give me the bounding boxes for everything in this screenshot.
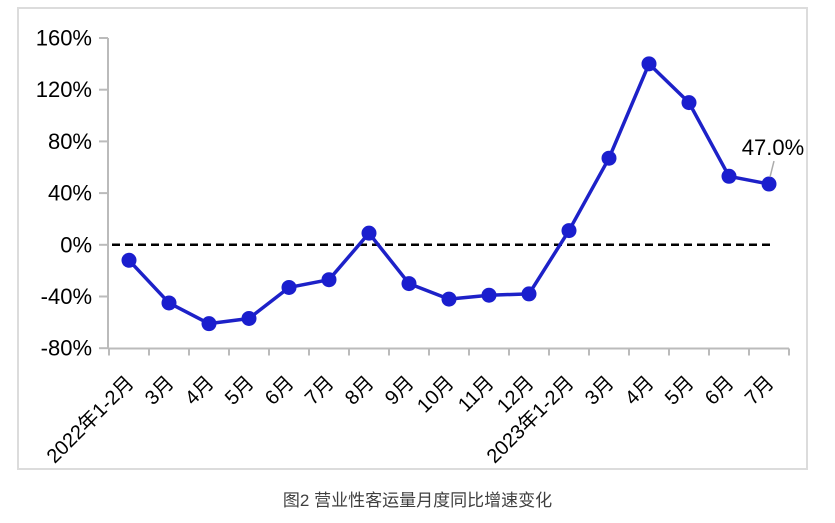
data-point-marker xyxy=(681,95,697,111)
x-tick-label: 5月 xyxy=(221,372,259,410)
x-tick-label: 8月 xyxy=(341,372,379,410)
x-tick-label: 2022年1-2月 xyxy=(42,371,138,467)
y-tick-label: -80% xyxy=(41,336,92,361)
x-tick-label: 7月 xyxy=(741,372,779,410)
data-point-marker xyxy=(281,279,297,295)
data-point-marker xyxy=(361,225,377,241)
y-tick-label: -40% xyxy=(41,284,92,309)
y-tick-label: 80% xyxy=(48,129,92,154)
y-tick-label: 120% xyxy=(36,77,92,102)
data-point-marker xyxy=(321,272,337,288)
chart-frame xyxy=(17,7,808,470)
data-point-marker xyxy=(761,176,777,192)
x-tick-label: 4月 xyxy=(621,372,659,410)
data-point-marker xyxy=(401,276,417,292)
annotation-leader-line xyxy=(769,160,775,178)
x-tick-label: 10月 xyxy=(413,372,458,417)
data-point-marker xyxy=(641,56,657,72)
figure-caption: 图2 营业性客运量月度同比增速变化 xyxy=(282,491,553,510)
y-tick-label: 0% xyxy=(60,232,92,257)
x-tick-label: 7月 xyxy=(301,372,339,410)
annotation-label: 47.0% xyxy=(742,135,804,160)
data-point-marker xyxy=(601,150,617,166)
data-point-marker xyxy=(521,286,537,302)
data-point-marker xyxy=(441,291,457,307)
x-tick-label: 3月 xyxy=(141,372,179,410)
data-point-marker xyxy=(201,316,217,332)
x-tick-label: 3月 xyxy=(581,372,619,410)
data-point-marker xyxy=(161,295,177,311)
x-tick-label: 9月 xyxy=(381,372,419,410)
series-line xyxy=(127,62,771,326)
x-tick-label: 6月 xyxy=(261,372,299,410)
data-point-marker xyxy=(721,168,737,184)
y-tick-label: 40% xyxy=(48,181,92,206)
x-tick-label: 4月 xyxy=(181,372,219,410)
y-tick-label: 160% xyxy=(36,26,92,51)
x-tick-label: 6月 xyxy=(701,372,739,410)
data-point-marker xyxy=(561,223,577,239)
x-tick-label: 5月 xyxy=(661,372,699,410)
data-point-marker xyxy=(241,310,257,326)
data-point-marker xyxy=(121,252,137,268)
x-tick-label: 11月 xyxy=(454,372,498,416)
data-point-marker xyxy=(481,287,497,303)
